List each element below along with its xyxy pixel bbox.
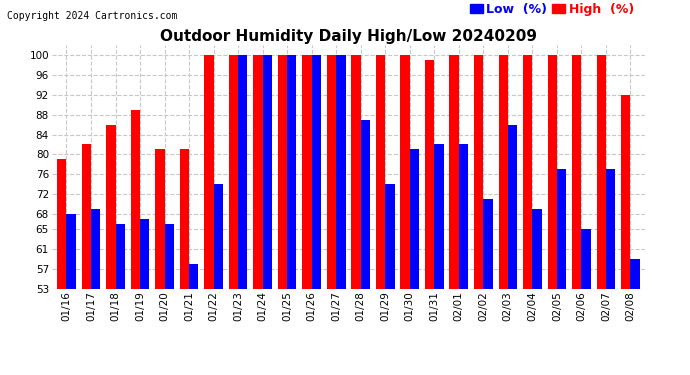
Bar: [361, 120, 370, 375]
Bar: [498, 55, 508, 375]
Text: Copyright 2024 Cartronics.com: Copyright 2024 Cartronics.com: [7, 11, 177, 21]
Bar: [557, 170, 566, 375]
Bar: [474, 55, 483, 375]
Bar: [523, 55, 533, 375]
Bar: [327, 55, 336, 375]
Bar: [459, 144, 468, 375]
Bar: [115, 224, 125, 375]
Bar: [164, 224, 174, 375]
Bar: [351, 55, 361, 375]
Bar: [508, 124, 517, 375]
Bar: [238, 55, 248, 375]
Bar: [278, 55, 287, 375]
Bar: [434, 144, 444, 375]
Bar: [263, 55, 272, 375]
Bar: [106, 124, 115, 375]
Bar: [483, 199, 493, 375]
Bar: [57, 159, 66, 375]
Bar: [376, 55, 385, 375]
Bar: [606, 170, 615, 375]
Bar: [621, 95, 631, 375]
Bar: [155, 150, 164, 375]
Title: Outdoor Humidity Daily High/Low 20240209: Outdoor Humidity Daily High/Low 20240209: [160, 29, 537, 44]
Bar: [425, 60, 434, 375]
Bar: [572, 55, 582, 375]
Legend: Low  (%), High  (%): Low (%), High (%): [465, 0, 639, 21]
Bar: [204, 55, 214, 375]
Bar: [130, 110, 140, 375]
Bar: [180, 150, 189, 375]
Bar: [287, 55, 297, 375]
Bar: [385, 184, 395, 375]
Bar: [302, 55, 312, 375]
Bar: [66, 214, 76, 375]
Bar: [91, 209, 100, 375]
Bar: [410, 150, 419, 375]
Bar: [548, 55, 557, 375]
Bar: [253, 55, 263, 375]
Bar: [449, 55, 459, 375]
Bar: [597, 55, 606, 375]
Bar: [631, 259, 640, 375]
Bar: [229, 55, 238, 375]
Bar: [582, 229, 591, 375]
Bar: [81, 144, 91, 375]
Bar: [533, 209, 542, 375]
Bar: [312, 55, 321, 375]
Bar: [189, 264, 199, 375]
Bar: [214, 184, 223, 375]
Bar: [140, 219, 149, 375]
Bar: [400, 55, 410, 375]
Bar: [336, 55, 346, 375]
